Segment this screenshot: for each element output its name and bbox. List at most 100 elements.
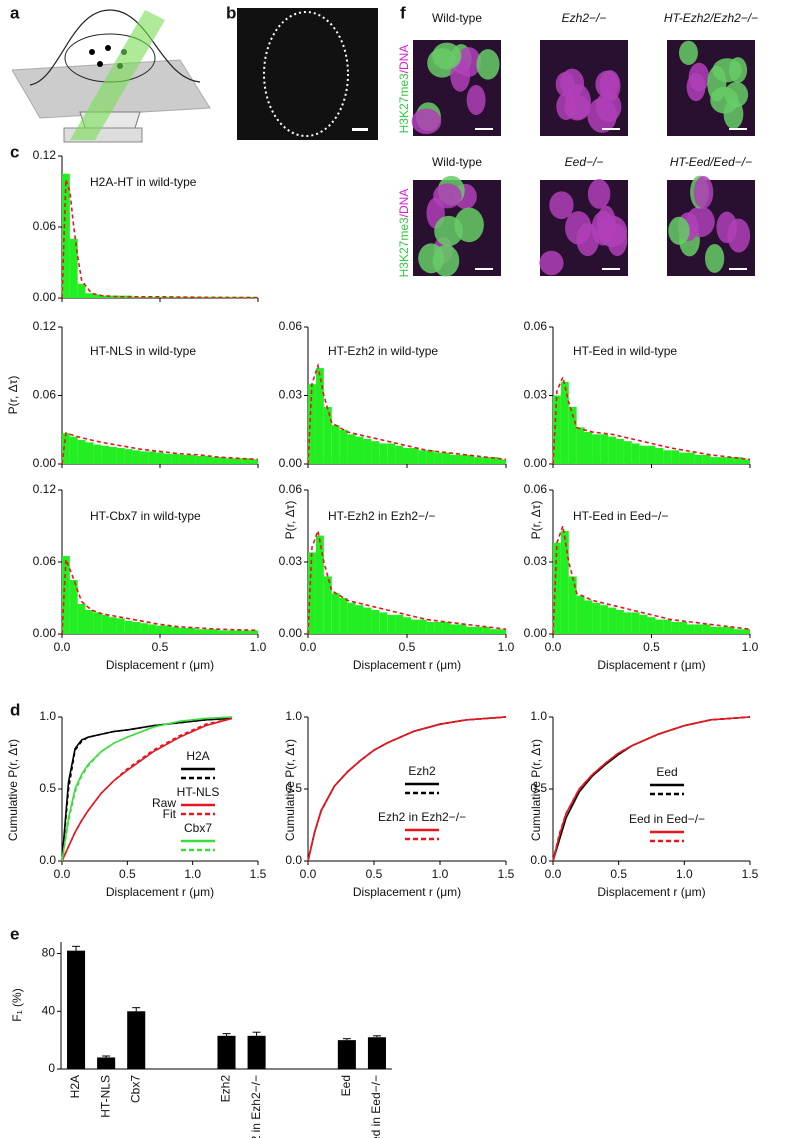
bar (337, 1040, 356, 1069)
hist-bar (410, 448, 419, 464)
scale-bar (729, 128, 747, 130)
hist-bar (210, 457, 219, 464)
x-tick-label: 1.0 (742, 640, 759, 654)
hist-bar (109, 617, 117, 634)
hist-bar (560, 381, 569, 464)
hist-bar (101, 295, 110, 298)
hist-bar (395, 614, 404, 634)
hist-bar (655, 619, 664, 634)
chart-title: HT-Ezh2 in Ezh2−/− (328, 509, 435, 523)
hist-bar (234, 296, 243, 298)
x-tick-label: 0.5 (610, 867, 627, 881)
hist-bar (347, 602, 356, 634)
hist-bar (584, 600, 593, 634)
x-axis-label: Displacement r (μm) (106, 885, 214, 899)
nucleus (476, 49, 500, 80)
hist-bar (242, 458, 251, 464)
nucleus (466, 84, 486, 115)
nucleus (556, 92, 576, 121)
hist-bar (85, 442, 94, 464)
y-tick-label: 0.5 (285, 781, 302, 795)
nucleus (432, 42, 462, 70)
hist-bar (323, 576, 332, 634)
panel-label: f (400, 3, 406, 22)
x-tick-label: H2A (68, 1075, 82, 1098)
x-tick-label: 1.0 (250, 640, 267, 654)
hist-bar (379, 612, 388, 634)
y-tick-label: 0.03 (524, 388, 548, 402)
y-tick-label: 1.0 (39, 709, 56, 723)
x-tick-label: 0.5 (366, 867, 383, 881)
x-tick-label: Cbx7 (128, 1075, 142, 1103)
hist-bar (171, 296, 180, 298)
hist-bar (560, 530, 569, 634)
hist-bar (718, 457, 727, 464)
legend-label: Ezh2 (408, 764, 436, 778)
x-tick-label: Eed in Eed−/− (369, 1075, 383, 1138)
hist-bar (116, 618, 125, 634)
hist-bar (694, 454, 703, 464)
y-tick-label: 0.00 (33, 456, 57, 470)
chart-title: HT-Eed in Eed−/− (573, 509, 668, 523)
hist-bar (171, 453, 180, 464)
hist-bar (608, 607, 617, 634)
hist-bar (458, 624, 467, 634)
scale-bar (475, 128, 493, 130)
hist-bar (148, 451, 157, 464)
hist-bar (101, 445, 110, 464)
legend-label: Eed in Eed−/− (629, 812, 705, 826)
hist-bar (710, 626, 719, 634)
y-tick-label: 0.0 (39, 853, 56, 867)
y-tick-label: 0 (48, 1061, 55, 1075)
nucleus (716, 211, 738, 244)
nucleus (454, 207, 484, 243)
x-tick-label: 0.0 (54, 867, 71, 881)
x-axis-label: Displacement r (μm) (106, 658, 214, 672)
bar (367, 1037, 386, 1069)
x-tick-label: Eed (339, 1075, 353, 1096)
x-tick-label: 1.0 (498, 640, 515, 654)
bar (127, 1011, 146, 1069)
image-title: Wild-type (432, 11, 482, 25)
hist-bar (242, 630, 251, 634)
y-tick-label: 0.00 (279, 626, 303, 640)
hist-bar (576, 427, 585, 464)
y-axis-label: P(r, Δτ) (529, 501, 543, 540)
y-axis-label: P(r, Δτ) (6, 376, 20, 415)
y-tick-label: 1.0 (530, 709, 547, 723)
hist-bar (156, 452, 164, 464)
hist-bar (85, 610, 94, 634)
fit-line (61, 717, 232, 862)
hist-bar (347, 434, 356, 464)
hist-bar (234, 630, 243, 634)
hist-bar (710, 457, 719, 464)
hist-bar (482, 457, 491, 464)
y-axis-label: P(r, Δτ) (283, 501, 297, 540)
nucleus (411, 108, 442, 135)
hist-bar (132, 450, 141, 464)
bar (97, 1057, 116, 1069)
hist-bar (371, 610, 380, 634)
hist-bar (163, 453, 172, 464)
hist-bar (482, 626, 491, 634)
hist-bar (85, 293, 94, 298)
scale-bar (602, 128, 620, 130)
hist-bar (156, 625, 164, 634)
y-tick-label: 0.06 (33, 388, 57, 402)
legend-label: Cbx7 (184, 821, 212, 835)
x-tick-label: 0.0 (545, 640, 562, 654)
schematic (11, 9, 211, 143)
nucleus-image (237, 8, 378, 140)
bar (67, 950, 86, 1069)
x-tick-label: 1.0 (184, 867, 201, 881)
hist-bar (93, 294, 102, 298)
y-axis-label: F₁ (%) (10, 988, 24, 1021)
panel-label: c (10, 142, 19, 161)
x-tick-label: 1.0 (676, 867, 693, 881)
hist-bar (116, 448, 125, 464)
hist-bar (410, 619, 419, 634)
hist-bar (726, 626, 735, 634)
hist-bar (171, 626, 180, 634)
y-tick-label: 0.0 (285, 853, 302, 867)
stain-part: H3K27me3 (397, 217, 411, 277)
